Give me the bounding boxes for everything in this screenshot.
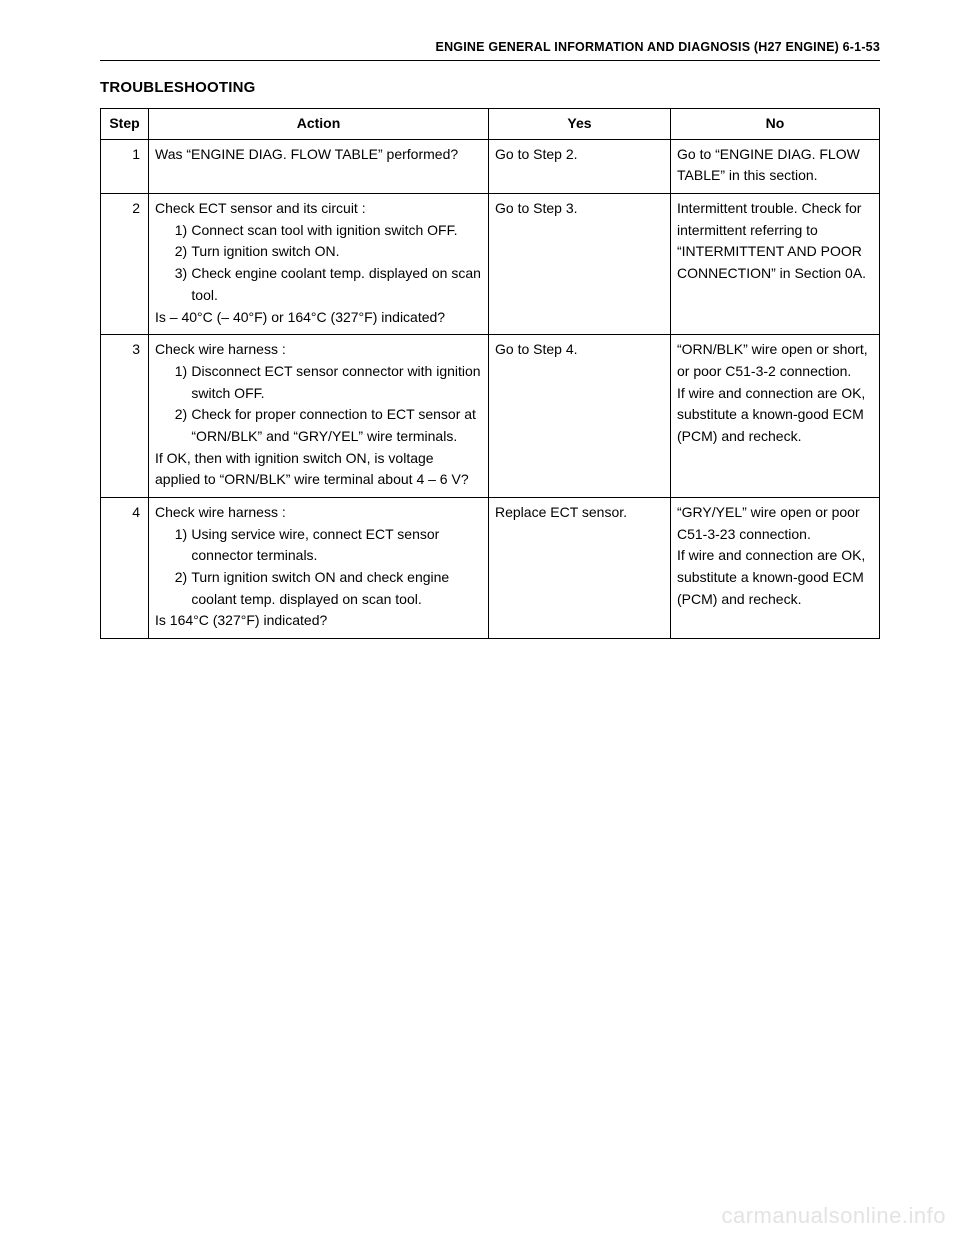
substep-text: Disconnect ECT sensor connector with ign… [191, 363, 480, 401]
list-item: 1)Disconnect ECT sensor connector with i… [155, 361, 482, 404]
no-cell: “ORN/BLK” wire open or short, or poor C5… [671, 335, 880, 498]
list-item: 3)Check engine coolant temp. displayed o… [155, 263, 482, 306]
header-rule [100, 60, 880, 61]
page-header: ENGINE GENERAL INFORMATION AND DIAGNOSIS… [100, 40, 880, 54]
yes-cell: Go to Step 2. [489, 139, 671, 193]
action-intro: Check wire harness : [155, 502, 482, 524]
step-cell: 1 [101, 139, 149, 193]
action-tail: If OK, then with ignition switch ON, is … [155, 448, 482, 491]
action-tail: Is 164°C (327°F) indicated? [155, 610, 482, 632]
action-cell: Was “ENGINE DIAG. FLOW TABLE” performed? [149, 139, 489, 193]
table-row: 4 Check wire harness : 1)Using service w… [101, 498, 880, 639]
step-cell: 2 [101, 194, 149, 335]
table-header-row: Step Action Yes No [101, 109, 880, 140]
action-tail: Is – 40°C (– 40°F) or 164°C (327°F) indi… [155, 307, 482, 329]
action-substeps: 1)Disconnect ECT sensor connector with i… [155, 361, 482, 448]
table-row: 1 Was “ENGINE DIAG. FLOW TABLE” performe… [101, 139, 880, 193]
action-intro: Was “ENGINE DIAG. FLOW TABLE” performed? [155, 144, 482, 166]
substep-text: Check engine coolant temp. displayed on … [191, 265, 481, 303]
col-yes: Yes [489, 109, 671, 140]
substep-text: Turn ignition switch ON. [191, 243, 339, 259]
col-no: No [671, 109, 880, 140]
list-item: 2)Turn ignition switch ON and check engi… [155, 567, 482, 610]
list-item: 1)Using service wire, connect ECT sensor… [155, 524, 482, 567]
action-substeps: 1)Using service wire, connect ECT sensor… [155, 524, 482, 611]
list-item: 2)Turn ignition switch ON. [155, 241, 482, 263]
troubleshooting-table: Step Action Yes No 1 Was “ENGINE DIAG. F… [100, 108, 880, 639]
substep-text: Using service wire, connect ECT sensor c… [191, 526, 439, 564]
substep-text: Check for proper connection to ECT senso… [191, 406, 476, 444]
action-intro: Check ECT sensor and its circuit : [155, 198, 482, 220]
yes-cell: Replace ECT sensor. [489, 498, 671, 639]
no-cell: “GRY/YEL” wire open or poor C51-3-23 con… [671, 498, 880, 639]
action-cell: Check wire harness : 1)Using service wir… [149, 498, 489, 639]
table-body: 1 Was “ENGINE DIAG. FLOW TABLE” performe… [101, 139, 880, 638]
table-row: 2 Check ECT sensor and its circuit : 1)C… [101, 194, 880, 335]
no-cell: Go to “ENGINE DIAG. FLOW TABLE” in this … [671, 139, 880, 193]
list-item: 1)Connect scan tool with ignition switch… [155, 220, 482, 242]
action-cell: Check wire harness : 1)Disconnect ECT se… [149, 335, 489, 498]
section-title: TROUBLESHOOTING [100, 79, 880, 96]
watermark: carmanualsonline.info [721, 1203, 946, 1229]
col-action: Action [149, 109, 489, 140]
table-row: 3 Check wire harness : 1)Disconnect ECT … [101, 335, 880, 498]
col-step: Step [101, 109, 149, 140]
action-substeps: 1)Connect scan tool with ignition switch… [155, 220, 482, 307]
yes-cell: Go to Step 3. [489, 194, 671, 335]
list-item: 2)Check for proper connection to ECT sen… [155, 404, 482, 447]
action-intro: Check wire harness : [155, 339, 482, 361]
step-cell: 4 [101, 498, 149, 639]
yes-cell: Go to Step 4. [489, 335, 671, 498]
action-cell: Check ECT sensor and its circuit : 1)Con… [149, 194, 489, 335]
substep-text: Connect scan tool with ignition switch O… [191, 222, 457, 238]
step-cell: 3 [101, 335, 149, 498]
no-cell: Intermittent trouble. Check for intermit… [671, 194, 880, 335]
substep-text: Turn ignition switch ON and check engine… [191, 569, 449, 607]
